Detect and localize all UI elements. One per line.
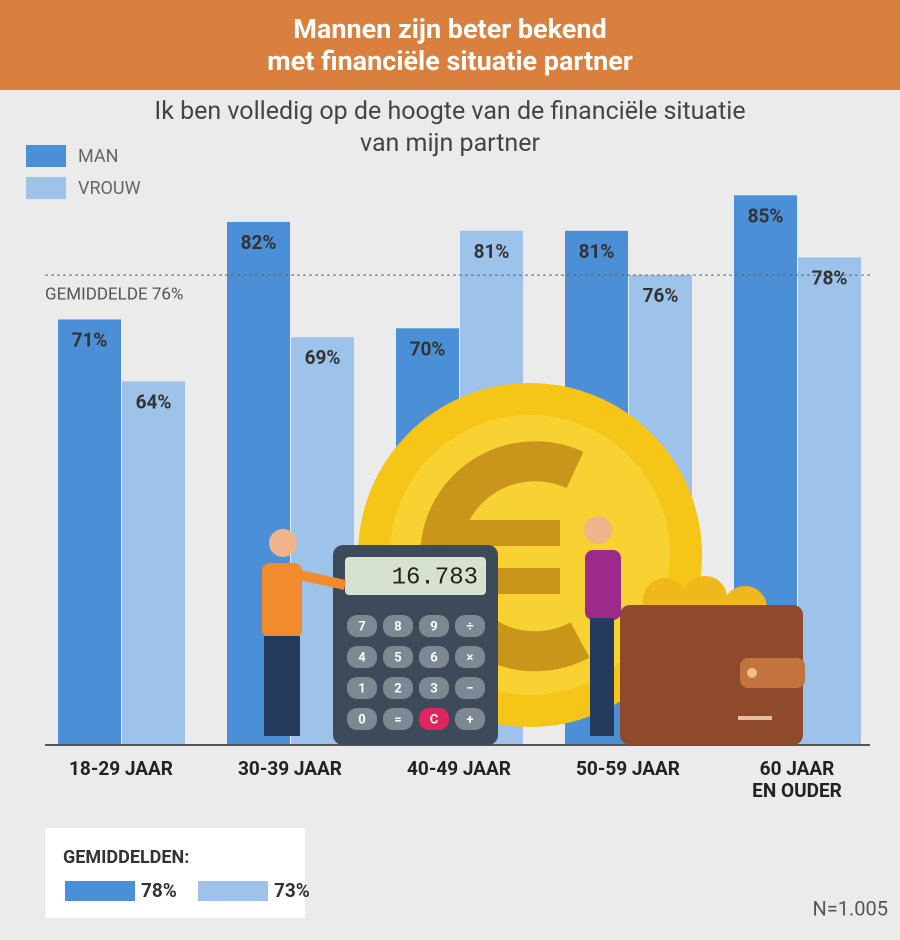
calculator-key	[347, 615, 377, 637]
value-label: 71%	[72, 328, 108, 351]
calculator-key-label: 5	[394, 650, 401, 665]
calculator-key	[419, 646, 449, 668]
calculator-key	[383, 615, 413, 637]
calculator-key-label: ÷	[466, 619, 473, 634]
legend-label: VROUW	[78, 178, 141, 199]
averages-value: 73%	[274, 879, 310, 902]
chart-subtitle: Ik ben volledig op de hoogte van de fina…	[154, 97, 746, 158]
calculator-key	[347, 677, 377, 699]
value-label: 76%	[643, 284, 679, 307]
wallet	[620, 605, 803, 745]
calculator-key-label: 3	[430, 681, 437, 696]
calculator-display	[345, 557, 486, 595]
x-tick-label: 40-49 JAAR	[407, 757, 511, 780]
x-tick-label: 50-59 JAAR	[576, 757, 680, 780]
labels: 71% 82% 70% 81% 85% 64% 69% 81% 76% 78% MAN VROUW GE…	[26, 145, 888, 920]
calculator-key	[419, 677, 449, 699]
legend-swatch	[26, 177, 66, 199]
calculator-key-label: 7	[358, 619, 365, 634]
bar	[122, 381, 185, 745]
calculator-key	[383, 677, 413, 699]
calculator-key-label: 8	[394, 619, 401, 634]
calculator-key-label: 2	[394, 681, 401, 696]
calculator-key	[455, 677, 485, 699]
x-tick-label: 60 JAAR EN OUDER	[752, 757, 842, 802]
average-label: GEMIDDELDE 76%	[45, 285, 183, 305]
averages-swatch	[198, 881, 268, 901]
man-head	[269, 529, 297, 557]
calculator-key-label: −	[466, 681, 473, 696]
value-label: 81%	[579, 240, 615, 263]
wallet-button	[747, 668, 757, 678]
wallet-slot	[738, 716, 772, 720]
value-label: 64%	[136, 391, 172, 414]
bar	[798, 257, 861, 745]
note: N=1.005	[813, 896, 888, 920]
value-label: 85%	[748, 204, 784, 227]
value-label: 69%	[305, 346, 341, 369]
calculator-key	[347, 646, 377, 668]
averages-title: GEMIDDELDEN:	[63, 847, 189, 868]
woman-legs	[590, 618, 614, 736]
euro-bar	[450, 520, 560, 546]
chart-title: Mannen zijn beter bekend met financiële …	[0, 0, 900, 90]
calculator-key	[455, 615, 485, 637]
man-shirt	[262, 563, 302, 638]
x-tick-label: 18-29 JAAR	[69, 757, 173, 780]
man-arm	[298, 570, 347, 590]
averages-swatch	[65, 881, 135, 901]
calculator-key-label: 6	[430, 650, 438, 665]
bar	[58, 319, 121, 745]
wallet-clasp	[740, 658, 805, 688]
calculator-key	[383, 708, 413, 730]
value-label: 82%	[241, 231, 277, 254]
averages-value: 78%	[141, 879, 177, 902]
calculator-keys: 7 8 9 ÷ 4 5 6 × 1 2 3 − 0 = C +	[347, 615, 485, 730]
calculator-key	[419, 615, 449, 637]
calculator-key-label: C	[430, 712, 439, 727]
value-label: 70%	[410, 337, 446, 360]
calculator-display-text: 16.783	[392, 564, 478, 591]
calculator-key-label: 9	[430, 619, 437, 634]
calculator-key-label: 4	[358, 650, 366, 665]
illustration: 16.783 7 8 9 ÷ 4 5 6 × 1 2 3 − 0 = C +	[262, 383, 805, 745]
legend-swatch	[26, 145, 66, 167]
calculator-key-label: ×	[467, 650, 474, 665]
calculator-key-label: 0	[358, 712, 365, 727]
value-label: 78%	[812, 266, 848, 289]
averages-box	[45, 828, 305, 918]
man-legs	[264, 636, 300, 736]
calculator-key	[455, 646, 485, 668]
woman-head	[584, 516, 612, 544]
woman-top	[585, 550, 621, 620]
calculator-key-label: =	[394, 712, 401, 727]
calculator-key	[419, 708, 449, 730]
legend-label: MAN	[78, 146, 118, 167]
value-label: 81%	[474, 240, 510, 263]
calculator-key-label: 1	[358, 681, 365, 696]
x-tick-label: 30-39 JAAR	[238, 757, 342, 780]
calculator-key	[455, 708, 485, 730]
calculator-key	[347, 708, 377, 730]
calculator-key-label: +	[466, 712, 473, 727]
calculator-key	[383, 646, 413, 668]
